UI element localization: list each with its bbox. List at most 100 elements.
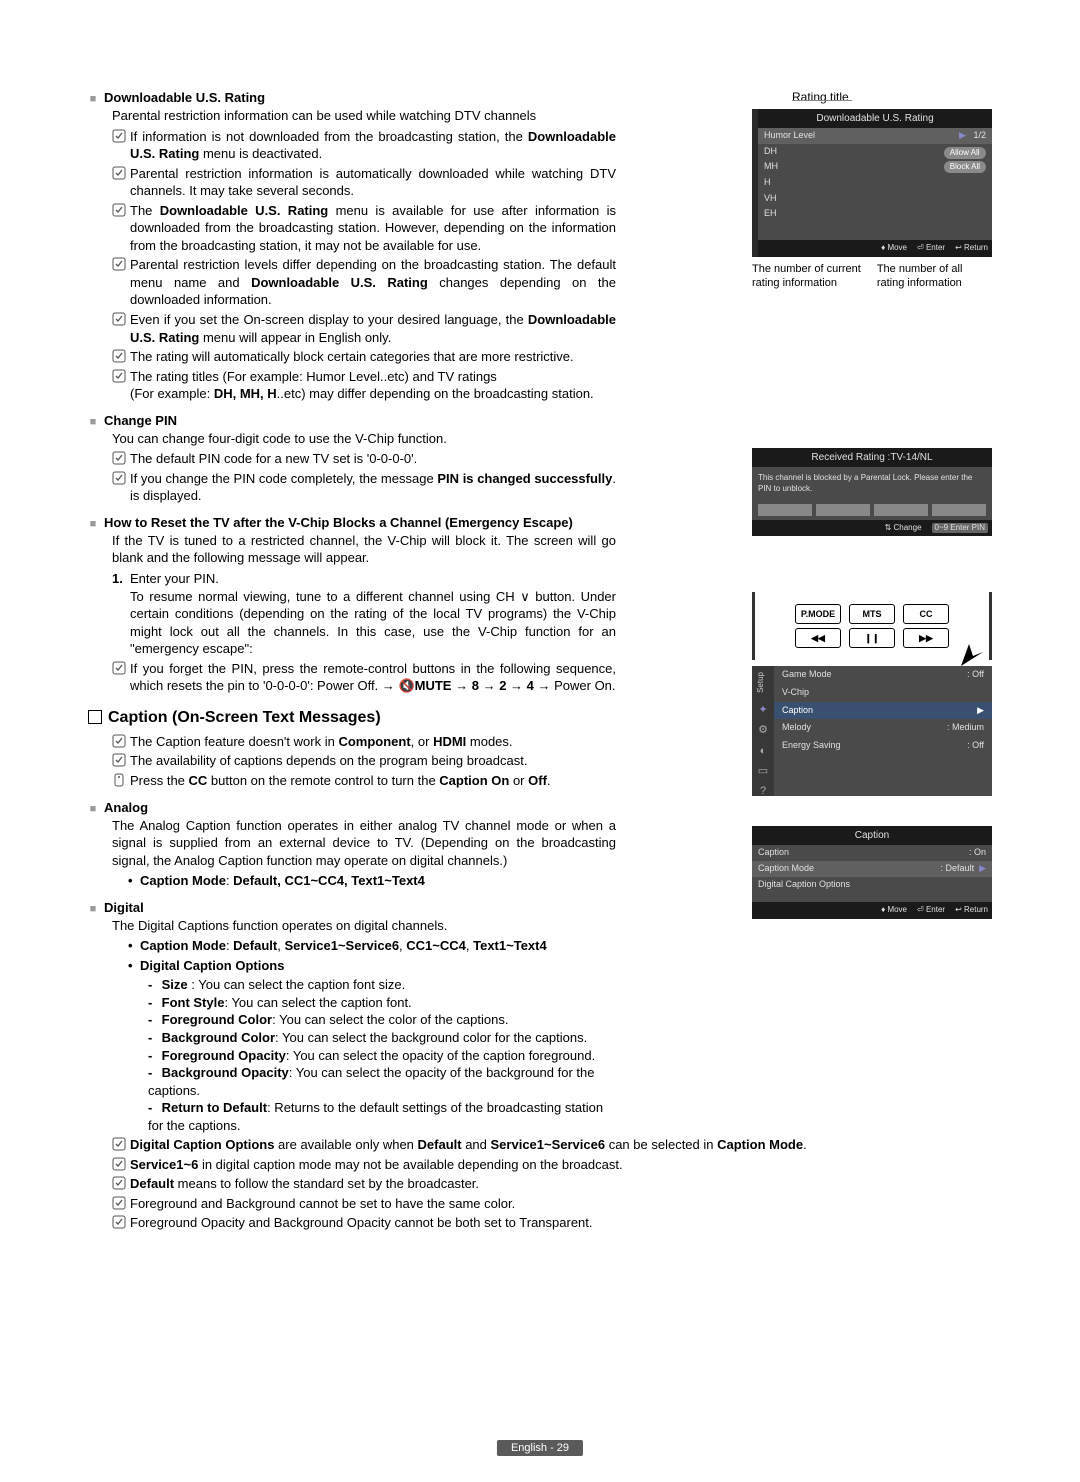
osd-row-humor[interactable]: Humor Level ▶ 1/2 <box>758 128 992 144</box>
bullet-text: Digital Caption Options <box>140 957 284 975</box>
rating-info-labels: The number of current rating information… <box>752 262 992 291</box>
analog-desc: The Analog Caption function operates in … <box>112 817 616 870</box>
dot-icon: • <box>128 937 140 955</box>
label-right: The number of all rating information <box>877 262 992 291</box>
note-icon <box>112 1215 130 1232</box>
setup-menu-row[interactable]: Melody: Medium <box>774 719 992 737</box>
pin-box[interactable] <box>932 504 986 516</box>
heading-text: Downloadable U.S. Rating <box>104 90 265 105</box>
section-analog-heading: ■Analog <box>88 800 616 815</box>
pin-notes: The default PIN code for a new TV set is… <box>88 450 616 505</box>
osd-buttons: Allow All Block All <box>944 146 986 175</box>
step-text: Enter your PIN. To resume normal viewing… <box>130 570 616 658</box>
heading-text: Analog <box>104 800 148 815</box>
osd-footer: ♦ Move ⏎ Enter ↩ Return <box>752 902 992 918</box>
heading-text: Digital <box>104 900 144 915</box>
note-row: If information is not downloaded from th… <box>112 128 616 163</box>
foot-enter: ⏎ Enter <box>917 905 945 915</box>
note-text: Press the CC button on the remote contro… <box>130 772 616 790</box>
note-row: Even if you set the On-screen display to… <box>112 311 616 346</box>
pin-box[interactable] <box>816 504 870 516</box>
pin-boxes <box>752 500 992 520</box>
caption-menu-row[interactable]: Digital Caption Options <box>752 877 992 893</box>
sidebar-icon-1: ✦ <box>752 699 774 717</box>
note-text: The rating will automatically block cert… <box>130 348 616 366</box>
digital-b2: • Digital Caption Options <box>128 957 616 975</box>
note-icon <box>112 661 130 695</box>
digital-option: - Return to Default: Returns to the defa… <box>148 1099 616 1134</box>
setup-menu-row[interactable]: Energy Saving: Off <box>774 737 992 755</box>
note-icon <box>112 349 130 366</box>
caption-top-notes: The Caption feature doesn't work in Comp… <box>88 733 616 770</box>
osd-footer: ♦ Move ⏎ Enter ↩ Return <box>758 240 992 256</box>
caption-press-note: Press the CC button on the remote contro… <box>112 772 616 790</box>
digital-option: - Background Color: You can select the b… <box>148 1029 616 1047</box>
step-number: 1. <box>112 570 130 658</box>
note-text: The Downloadable U.S. Rating menu is ava… <box>130 202 616 255</box>
block-all-button[interactable]: Block All <box>944 161 986 173</box>
square-bullet-icon: ■ <box>88 416 98 428</box>
step1-line2: To resume normal viewing, tune to a diff… <box>130 589 616 657</box>
osd-footer: ⇅ Change 0~9 Enter PIN <box>752 520 992 536</box>
caption-menu-row[interactable]: Caption Mode: Default ▶ <box>752 861 992 877</box>
digital-option: - Font Style: You can select the caption… <box>148 994 616 1012</box>
pin-box[interactable] <box>758 504 812 516</box>
note-row: Parental restriction information is auto… <box>112 165 616 200</box>
note-icon <box>112 312 130 346</box>
note-text: If information is not downloaded from th… <box>130 128 616 163</box>
note-icon <box>112 734 130 751</box>
note-text: If you change the PIN code completely, t… <box>130 470 616 505</box>
note-text: Even if you set the On-screen display to… <box>130 311 616 346</box>
caption-menu-row[interactable]: Caption: On <box>752 845 992 861</box>
setup-menu-row[interactable]: Caption▶ <box>774 702 992 720</box>
setup-menu-row[interactable]: V-Chip <box>774 684 992 702</box>
note-row: The default PIN code for a new TV set is… <box>112 450 616 468</box>
pin-box[interactable] <box>874 504 928 516</box>
note-text: The default PIN code for a new TV set is… <box>130 450 616 468</box>
setup-blank-row <box>774 772 992 790</box>
section-reset-heading: ■How to Reset the TV after the V-Chip Bl… <box>88 515 616 530</box>
section-dlus-heading: ■Downloadable U.S. Rating <box>88 90 616 105</box>
note-icon <box>112 369 130 403</box>
ffwd-button[interactable]: ▶▶ <box>903 628 949 648</box>
digital-option: - Background Opacity: You can select the… <box>148 1064 616 1099</box>
bullet-text: Caption Mode: Default, CC1~CC4, Text1~Te… <box>140 872 425 890</box>
digital-option: - Size : You can select the caption font… <box>148 976 616 994</box>
pin-desc: You can change four-digit code to use th… <box>112 430 616 448</box>
note-icon <box>112 203 130 255</box>
allow-all-button[interactable]: Allow All <box>944 147 986 159</box>
caption-rows: Caption: OnCaption Mode: Default ▶Digita… <box>752 845 992 892</box>
square-bullet-icon: ■ <box>88 903 98 915</box>
osd-rating-row[interactable]: H <box>758 175 992 191</box>
setup-rows: Game Mode: OffV-ChipCaption▶Melody: Medi… <box>774 666 992 790</box>
setup-menu-row[interactable]: Game Mode: Off <box>774 666 992 684</box>
pause-button[interactable]: ❙❙ <box>849 628 895 648</box>
remote-snippet: P.MODE MTS CC ◀◀ ❙❙ ▶▶ <box>752 592 992 660</box>
rating-title-line <box>792 100 852 101</box>
pointer-icon <box>959 642 985 668</box>
dlus-desc: Parental restriction information can be … <box>112 107 616 125</box>
digital-end-notes: Digital Caption Options are available on… <box>88 1136 878 1232</box>
osd-rating-row[interactable]: VH <box>758 191 992 207</box>
square-bullet-icon: ■ <box>88 518 98 530</box>
osd-blocked-panel: Received Rating :TV-14/NL This channel i… <box>752 448 992 536</box>
digital-desc: The Digital Captions function operates o… <box>112 917 616 935</box>
cc-button[interactable]: CC <box>903 604 949 624</box>
bullet-text: Caption Mode: Default, Service1~Service6… <box>140 937 547 955</box>
osd-setup-panel: Setup ✦ ⚙ ◐ ▭ ? Game Mode: OffV-ChipCapt… <box>752 666 992 796</box>
digital-option: - Foreground Color: You can select the c… <box>148 1011 616 1029</box>
osd-rating-row[interactable]: EH <box>758 206 992 222</box>
mts-button[interactable]: MTS <box>849 604 895 624</box>
checkbox-icon <box>88 710 102 724</box>
row-value: ▶ 1/2 <box>959 130 986 142</box>
pmode-button[interactable]: P.MODE <box>795 604 841 624</box>
note-row: The rating will automatically block cert… <box>112 348 616 366</box>
note-icon <box>112 451 130 468</box>
note-text: Service1~6 in digital caption mode may n… <box>130 1156 878 1174</box>
note-text: Default means to follow the standard set… <box>130 1175 878 1193</box>
rewind-button[interactable]: ◀◀ <box>795 628 841 648</box>
note-icon <box>112 1137 130 1154</box>
note-text: If you forget the PIN, press the remote-… <box>130 660 616 695</box>
remote-row-1: P.MODE MTS CC <box>773 604 971 624</box>
note-icon <box>112 1196 130 1213</box>
